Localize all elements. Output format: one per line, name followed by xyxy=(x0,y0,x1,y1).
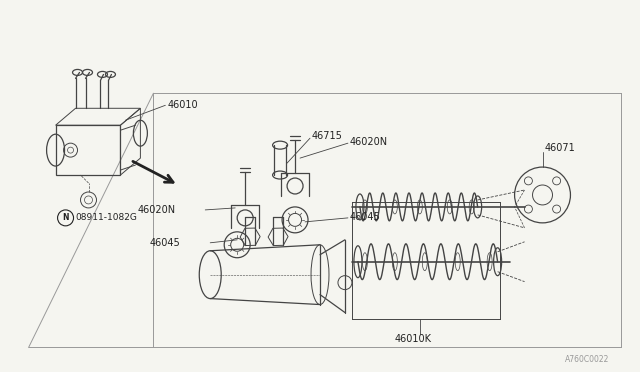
Text: N: N xyxy=(62,214,69,222)
Text: 46045: 46045 xyxy=(150,238,180,248)
Text: 46010K: 46010K xyxy=(395,334,432,344)
Text: 46020N: 46020N xyxy=(137,205,175,215)
Text: 46020N: 46020N xyxy=(350,137,388,147)
Text: 46010: 46010 xyxy=(167,100,198,110)
Text: A760C0022: A760C0022 xyxy=(565,355,609,364)
Text: 46071: 46071 xyxy=(545,143,575,153)
Text: 08911-1082G: 08911-1082G xyxy=(76,214,138,222)
Text: 46045: 46045 xyxy=(350,212,381,222)
Text: 46715: 46715 xyxy=(312,131,343,141)
